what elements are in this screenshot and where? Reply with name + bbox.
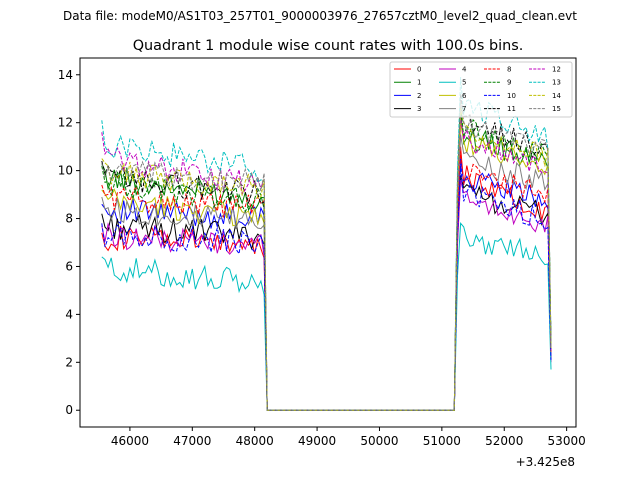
y-tick-label: 8: [65, 212, 73, 226]
y-tick-label: 6: [65, 259, 73, 273]
legend-label-0: 0: [417, 66, 421, 74]
plot-frame: [79, 57, 577, 428]
legend-label-12: 12: [552, 66, 561, 74]
series-line-4: [101, 180, 552, 411]
legend-label-3: 3: [417, 105, 421, 113]
legend-label-10: 10: [507, 92, 516, 100]
legend-label-1: 1: [417, 79, 421, 87]
x-tick-label: 46000: [111, 434, 149, 448]
series-line-12: [101, 117, 552, 411]
series-line-15: [101, 101, 552, 411]
legend-label-2: 2: [417, 92, 421, 100]
series-line-14: [101, 108, 552, 411]
legend-label-6: 6: [462, 92, 467, 100]
legend-box: [389, 61, 573, 118]
suptitle: Data file: modeM0/AS1T03_257T01_90000039…: [63, 9, 577, 23]
series-line-7: [101, 134, 552, 411]
legend-label-11: 11: [507, 105, 516, 113]
series-line-10: [101, 165, 552, 411]
x-tick-label: 51000: [423, 434, 461, 448]
plot-lines: [101, 77, 552, 411]
series-line-9: [101, 103, 552, 411]
x-tick-label: 48000: [236, 434, 274, 448]
legend-label-8: 8: [507, 66, 511, 74]
x-tick-label: 53000: [548, 434, 586, 448]
y-tick-label: 4: [65, 307, 73, 321]
series-line-13: [101, 77, 552, 411]
x-tick-label: 49000: [298, 434, 336, 448]
y-tick-label: 10: [58, 164, 73, 178]
x-offset-label: +3.425e8: [516, 455, 575, 469]
series-line-8: [101, 151, 552, 411]
y-tick-label: 0: [65, 403, 73, 417]
legend-label-13: 13: [552, 79, 561, 87]
series-line-6: [101, 122, 552, 411]
x-tick-label: 50000: [360, 434, 398, 448]
series-line-5: [101, 222, 552, 411]
x-tick-label: 52000: [485, 434, 523, 448]
y-tick-label: 12: [58, 116, 73, 130]
y-tick-label: 2: [65, 355, 73, 369]
series-line-11: [101, 93, 552, 411]
series-line-2: [101, 158, 552, 411]
y-axis: 0 2 4 6 8 10 12 14: [58, 68, 80, 417]
legend-label-9: 9: [507, 79, 511, 87]
x-tick-label: 47000: [173, 434, 211, 448]
chart-title: Quadrant 1 module wise count rates with …: [133, 38, 524, 54]
series-line-3: [101, 175, 552, 411]
legend-label-5: 5: [462, 79, 466, 87]
series-line-1: [101, 110, 552, 411]
legend-label-4: 4: [462, 66, 467, 74]
legend-label-7: 7: [462, 105, 466, 113]
legend-label-14: 14: [552, 92, 561, 100]
legend-label-15: 15: [552, 105, 561, 113]
x-axis: 46000 47000 48000 49000 50000 51000 52000 53000: [111, 427, 586, 448]
y-tick-label: 14: [58, 68, 73, 82]
